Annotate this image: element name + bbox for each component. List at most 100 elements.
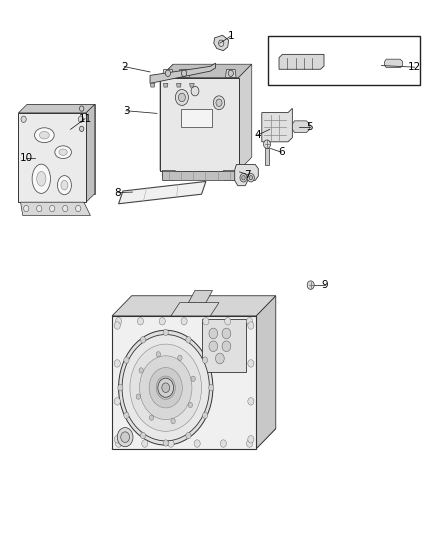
Circle shape [130,344,201,431]
Ellipse shape [32,164,50,193]
Circle shape [118,384,123,391]
Circle shape [228,70,233,76]
Ellipse shape [61,180,68,190]
Circle shape [181,318,187,325]
Circle shape [141,432,146,439]
Circle shape [141,337,146,343]
Polygon shape [188,290,212,303]
Text: 9: 9 [321,280,328,290]
Circle shape [208,384,214,391]
Circle shape [114,398,120,405]
Circle shape [209,328,218,339]
Ellipse shape [35,128,54,143]
Circle shape [124,412,129,418]
Circle shape [78,116,83,123]
Bar [268,36,420,85]
Polygon shape [112,316,256,449]
Polygon shape [86,104,95,202]
Circle shape [116,318,122,325]
Polygon shape [190,83,194,87]
Circle shape [307,281,314,289]
Circle shape [213,96,225,110]
Polygon shape [21,202,90,215]
Polygon shape [279,54,324,69]
Circle shape [163,329,168,336]
Circle shape [158,378,173,397]
Circle shape [80,126,84,132]
Circle shape [140,356,192,419]
Circle shape [142,440,148,447]
Circle shape [114,435,120,443]
Circle shape [220,440,226,447]
Circle shape [248,360,254,367]
Circle shape [114,360,120,367]
Circle shape [76,205,81,212]
Circle shape [160,381,171,394]
Circle shape [163,440,168,446]
Circle shape [181,70,187,76]
Polygon shape [262,108,292,142]
Circle shape [248,398,254,405]
Polygon shape [160,64,252,77]
Circle shape [186,337,191,343]
Circle shape [156,352,161,357]
Text: 10: 10 [19,152,32,163]
Polygon shape [150,83,155,87]
Polygon shape [27,104,95,193]
Polygon shape [18,104,95,113]
Circle shape [194,440,200,447]
Polygon shape [214,35,229,51]
Circle shape [186,432,191,439]
Polygon shape [385,59,403,68]
Polygon shape [119,181,206,204]
Circle shape [219,40,224,46]
Circle shape [114,322,120,329]
Circle shape [247,440,253,447]
Circle shape [122,335,209,441]
Polygon shape [160,77,239,171]
Text: 1: 1 [228,31,234,41]
Polygon shape [181,109,212,127]
Circle shape [80,106,84,111]
Circle shape [247,318,253,325]
Circle shape [37,205,42,212]
Circle shape [136,394,141,399]
Polygon shape [162,171,237,180]
Circle shape [222,328,231,339]
Text: 7: 7 [244,169,251,180]
Circle shape [149,415,154,421]
Circle shape [165,70,170,76]
Polygon shape [239,64,252,171]
Polygon shape [235,165,258,185]
Circle shape [264,140,271,149]
Text: 2: 2 [121,62,127,71]
Text: 3: 3 [123,106,129,116]
Circle shape [63,205,68,212]
Circle shape [191,376,195,382]
Circle shape [215,353,224,364]
Circle shape [191,86,199,96]
Polygon shape [177,83,181,87]
Circle shape [117,427,133,447]
Circle shape [138,318,144,325]
Ellipse shape [37,172,46,186]
Circle shape [162,383,170,392]
Circle shape [203,318,209,325]
Circle shape [202,357,208,364]
Circle shape [202,412,208,418]
Circle shape [49,205,55,212]
Text: 12: 12 [408,62,421,72]
Ellipse shape [59,149,67,156]
Polygon shape [292,121,310,133]
Circle shape [149,368,182,408]
Circle shape [216,99,222,107]
Ellipse shape [55,146,71,159]
Circle shape [24,205,29,212]
Polygon shape [223,171,237,180]
Text: 5: 5 [307,122,313,132]
Text: 8: 8 [114,188,121,198]
Polygon shape [202,319,246,372]
Polygon shape [162,69,173,77]
Circle shape [209,341,218,352]
Ellipse shape [57,175,71,195]
